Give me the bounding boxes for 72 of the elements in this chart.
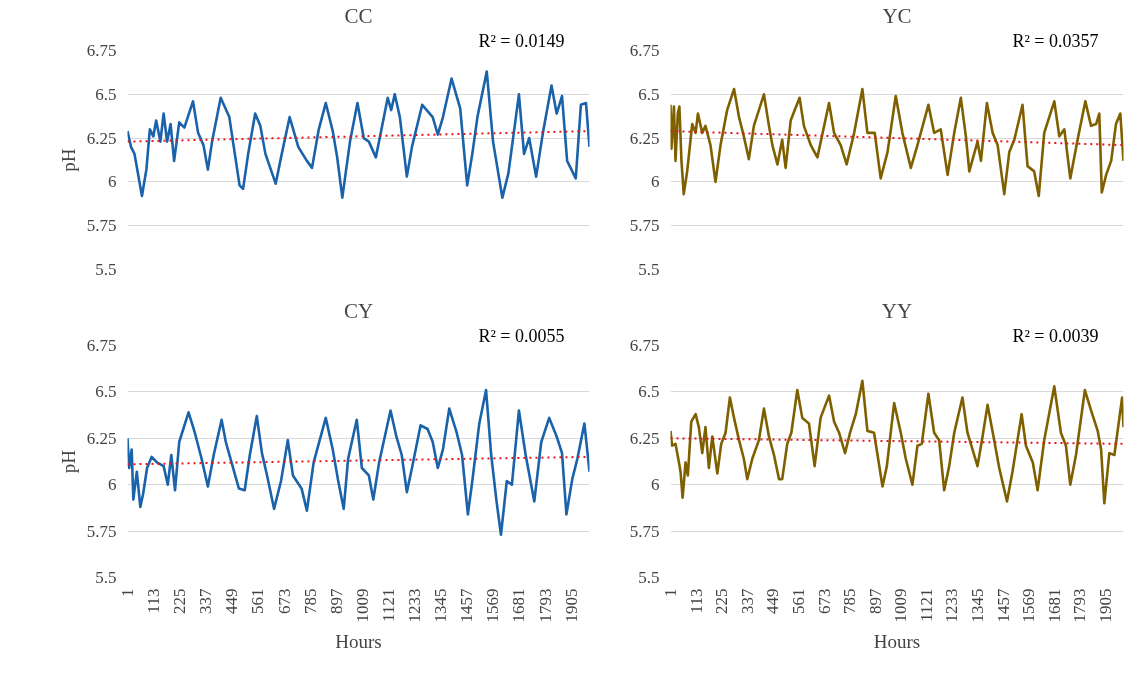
y-tick-label: 5.75 — [629, 521, 660, 541]
x-tick-label: 113 — [144, 588, 164, 614]
x-tick-label: 449 — [763, 588, 783, 614]
y-axis-title: pH — [57, 449, 79, 474]
x-tick-label: 1905 — [561, 588, 581, 623]
x-tick-label: 1905 — [1095, 588, 1115, 623]
y-tick-label: 6 — [108, 172, 117, 192]
text: R² = 0.0357 — [1012, 30, 1099, 51]
x-tick-label: 113 — [686, 588, 706, 614]
chart-title: YC — [882, 3, 912, 28]
x-tick-label: 1457 — [993, 588, 1013, 623]
annotation: R² = 0.0039 — [1012, 325, 1099, 346]
y-tick-label: 6 — [651, 172, 660, 192]
y-tick-label: 5.75 — [629, 216, 660, 236]
y-tick-label: 5.5 — [638, 260, 660, 279]
y-tick-label: 5.75 — [86, 216, 117, 236]
x-axis-title: Hours — [873, 630, 921, 652]
x-tick-label: 225 — [712, 588, 732, 614]
x-tick-label: 1121 — [916, 588, 936, 622]
x-tick-label: 1233 — [405, 588, 425, 623]
y-tick-label: 6.5 — [638, 382, 660, 402]
y-tick-label: 6.75 — [629, 41, 660, 60]
x-tick-label: 1681 — [509, 588, 529, 623]
x-tick-label: 449 — [222, 588, 242, 614]
y-tick-label: 6.75 — [629, 336, 660, 355]
x-tick-label: 1793 — [1070, 588, 1090, 623]
y-tick-label: 5.5 — [638, 568, 660, 587]
x-tick-label: 561 — [788, 588, 808, 614]
y-tick-label: 6.25 — [629, 428, 660, 448]
y-tick-label: 6 — [651, 475, 660, 495]
y-tick-label: 6.5 — [95, 84, 117, 104]
x-tick-label: 1121 — [378, 588, 398, 622]
x-tick-label: 1233 — [942, 588, 962, 623]
x-tick-label: 785 — [300, 588, 320, 614]
y-tick-label: 5.5 — [95, 260, 117, 279]
x-tick-label: 337 — [737, 588, 757, 614]
y-tick-label: 6.25 — [86, 428, 117, 448]
chart-title: YY — [881, 298, 913, 323]
x-tick-label: 1009 — [352, 588, 372, 623]
x-tick-label: 337 — [196, 588, 216, 614]
x-tick-label: 673 — [814, 588, 834, 614]
x-tick-label: 1793 — [535, 588, 555, 623]
y-tick-label: 5.75 — [86, 521, 117, 541]
x-tick-label: 1345 — [431, 588, 451, 623]
chart-title: CC — [344, 3, 373, 28]
x-tick-label: 561 — [248, 588, 268, 614]
y-tick-label: 6 — [108, 475, 117, 495]
x-tick-label: 897 — [865, 588, 885, 614]
chart-title: CY — [343, 298, 374, 323]
x-tick-label: 1681 — [1044, 588, 1064, 623]
x-tick-label: 225 — [170, 588, 190, 614]
y-tick-label: 6.25 — [86, 128, 117, 148]
y-tick-label: 6.5 — [95, 382, 117, 402]
x-tick-label: 1457 — [457, 588, 477, 623]
x-tick-label: 1569 — [1019, 588, 1039, 623]
x-tick-label: 1569 — [483, 588, 503, 623]
x-tick-label: 897 — [326, 588, 346, 614]
y-axis-title: pH — [57, 148, 79, 172]
y-tick-label: 6.75 — [86, 41, 117, 60]
y-tick-label: 5.5 — [95, 568, 117, 587]
x-tick-label: 1345 — [968, 588, 988, 623]
x-tick-label: 1009 — [891, 588, 911, 623]
annotation: R² = 0.0055 — [478, 325, 565, 346]
x-tick-label: 1 — [118, 588, 137, 597]
x-tick-label: 785 — [840, 588, 860, 614]
x-tick-label: 1 — [661, 588, 680, 597]
y-tick-label: 6.5 — [638, 84, 660, 104]
x-axis-title: Hours — [335, 630, 382, 652]
y-tick-label: 6.25 — [629, 128, 660, 148]
x-tick-label: 673 — [274, 588, 294, 614]
y-tick-label: 6.75 — [86, 336, 117, 355]
text: R² = 0.0149 — [478, 30, 565, 51]
